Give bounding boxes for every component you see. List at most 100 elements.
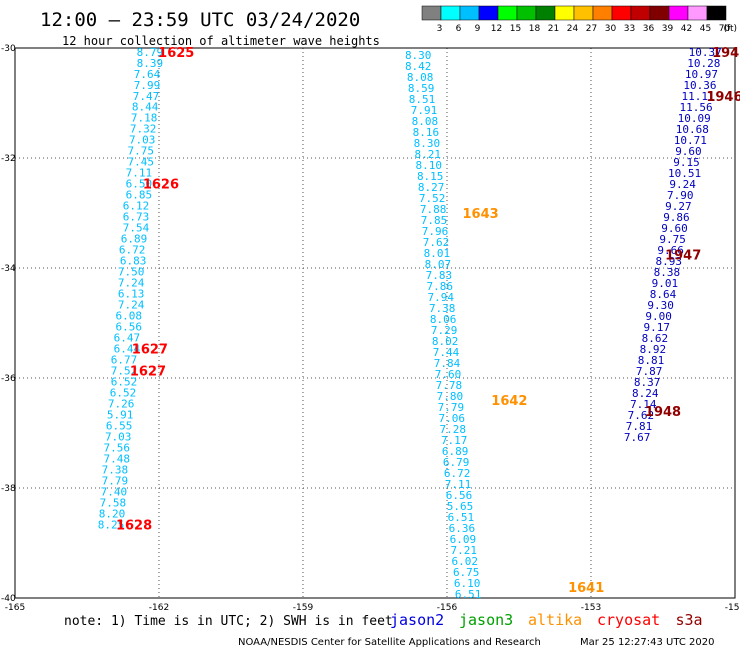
swh-value: 7.88 bbox=[420, 203, 447, 216]
colorbar-label: 12 bbox=[491, 24, 502, 34]
swh-value: 6.77 bbox=[111, 353, 138, 366]
swh-value: 7.11 bbox=[445, 478, 472, 491]
swh-value: 9.15 bbox=[673, 156, 700, 169]
time-label: 1643 bbox=[463, 207, 499, 222]
time-label: 1642 bbox=[491, 394, 527, 409]
swh-value: 7.14 bbox=[630, 398, 657, 411]
swh-value: 8.20 bbox=[99, 507, 126, 520]
swh-value: 7.79 bbox=[438, 401, 465, 414]
colorbar-label: 15 bbox=[510, 24, 521, 34]
swh-value: 6.56 bbox=[446, 489, 473, 502]
swh-value: 8.27 bbox=[418, 181, 445, 194]
colorbar-swatch bbox=[459, 5, 480, 21]
swh-value: 8.51 bbox=[409, 93, 436, 106]
colorbar-swatch bbox=[611, 5, 632, 21]
swh-value: 8.08 bbox=[407, 71, 434, 84]
swh-value: 6.51 bbox=[455, 588, 482, 601]
swh-value: 7.54 bbox=[123, 221, 150, 234]
swh-value: 7.21 bbox=[451, 544, 478, 557]
swh-value: 8.59 bbox=[408, 82, 435, 95]
swh-value: 5.65 bbox=[447, 500, 474, 513]
swh-value: 7.28 bbox=[440, 423, 467, 436]
swh-value: 5.91 bbox=[107, 408, 134, 421]
track-s3a: 10.3710.2810.9710.3611.1111.5610.0910.68… bbox=[624, 46, 740, 444]
altimeter-tracks: 8.798.397.647.997.478.447.187.327.037.75… bbox=[98, 46, 740, 601]
swh-value: 8.92 bbox=[640, 343, 667, 356]
swh-value: 6.10 bbox=[454, 577, 481, 590]
colorbar-label: 21 bbox=[548, 24, 559, 34]
swh-value: 7.24 bbox=[118, 298, 145, 311]
colorbar-swatch bbox=[554, 5, 575, 21]
swh-value: 6.51 bbox=[448, 511, 475, 524]
colorbar-label: 33 bbox=[624, 24, 635, 34]
chart-title: 12:00 – 23:59 UTC 03/24/2020 bbox=[40, 9, 360, 31]
swh-value: 9.17 bbox=[644, 321, 671, 334]
swh-value: 7.60 bbox=[435, 368, 462, 381]
swh-value: 7.75 bbox=[128, 144, 155, 157]
plot-frame bbox=[14, 47, 736, 599]
swh-value: 9.00 bbox=[645, 310, 672, 323]
satellite-legend-altika: altika bbox=[528, 611, 582, 629]
swh-value: 7.29 bbox=[431, 324, 458, 337]
swh-value: 8.62 bbox=[642, 332, 669, 345]
colorbar-label: 24 bbox=[567, 24, 579, 34]
swh-value: 10.09 bbox=[678, 112, 711, 125]
time-label: 1628 bbox=[116, 518, 152, 533]
colorbar-label: 9 bbox=[475, 24, 481, 34]
swh-value: 10.68 bbox=[676, 123, 709, 136]
swh-value: 7.84 bbox=[434, 357, 461, 370]
colorbar-swatch bbox=[440, 5, 461, 21]
swh-value: 6.72 bbox=[119, 243, 146, 256]
swh-value: 7.52 bbox=[111, 364, 138, 377]
swh-value: 8.37 bbox=[634, 376, 661, 389]
colorbar-swatch bbox=[421, 5, 442, 21]
swh-value: 9.01 bbox=[652, 277, 679, 290]
swh-value: 6.50 bbox=[126, 177, 153, 190]
swh-value: 7.03 bbox=[105, 430, 132, 443]
time-label: 1947 bbox=[665, 248, 701, 263]
swh-value: 7.17 bbox=[441, 434, 468, 447]
swh-value: 6.52 bbox=[110, 386, 137, 399]
colorbar-label: 27 bbox=[586, 24, 597, 34]
colorbar-label: 3 bbox=[437, 24, 443, 34]
swh-value: 6.12 bbox=[123, 199, 150, 212]
swh-value: 7.99 bbox=[134, 79, 161, 92]
swh-value: 7.24 bbox=[118, 276, 145, 289]
swh-value: 6.85 bbox=[126, 188, 153, 201]
swh-value: 7.90 bbox=[667, 189, 694, 202]
swh-value: 6.89 bbox=[442, 445, 469, 458]
time-label: 1641 bbox=[568, 581, 604, 596]
y-tick-label: -38 bbox=[1, 484, 16, 494]
color-scale-legend: 3 6 9 12 15 18 21 24 27 30 33 36 39 42 45 70(ft) bbox=[421, 5, 737, 34]
colorbar-label: 42 bbox=[681, 24, 692, 34]
swh-value: 7.87 bbox=[636, 365, 663, 378]
swh-value: 7.81 bbox=[626, 420, 653, 433]
colorbar-swatch bbox=[592, 5, 613, 21]
swh-value: 6.52 bbox=[111, 375, 138, 388]
swh-value: 7.80 bbox=[437, 390, 464, 403]
satellite-legend-jason2: jason2 bbox=[390, 611, 444, 629]
swh-value: 7.50 bbox=[118, 265, 145, 278]
swh-value: 11.11 bbox=[681, 90, 714, 103]
swh-value: 7.56 bbox=[104, 441, 131, 454]
swh-value: 10.71 bbox=[674, 134, 707, 147]
swh-value: 6.55 bbox=[106, 419, 133, 432]
track-altika: 8.308.428.088.598.517.918.088.168.308.21… bbox=[405, 49, 604, 601]
colorbar-swatch bbox=[687, 5, 708, 21]
swh-value: 8.79 bbox=[137, 46, 164, 59]
footer-timestamp: Mar 25 12:27:43 UTC 2020 bbox=[580, 637, 715, 648]
swh-value: 8.93 bbox=[656, 255, 683, 268]
swh-value: 8.07 bbox=[425, 258, 452, 271]
axis-tick-labels: -165 -162 -159 -156 -153 -150 -30 -32 -34 -36 -38 -… bbox=[1, 44, 740, 613]
swh-value: 8.64 bbox=[650, 288, 677, 301]
time-label: 1627 bbox=[130, 364, 166, 379]
x-tick-label: -165 bbox=[5, 603, 25, 613]
track-cryosat: 8.798.397.647.997.478.447.187.327.037.75… bbox=[98, 46, 195, 533]
swh-value: 7.83 bbox=[426, 269, 453, 282]
swh-value: 7.26 bbox=[108, 397, 135, 410]
swh-value: 8.01 bbox=[424, 247, 451, 260]
swh-value: 11.56 bbox=[680, 101, 713, 114]
swh-value: 6.09 bbox=[450, 533, 477, 546]
footer-credit: NOAA/NESDIS Center for Satellite Applica… bbox=[238, 637, 541, 648]
swh-value: 8.81 bbox=[638, 354, 665, 367]
